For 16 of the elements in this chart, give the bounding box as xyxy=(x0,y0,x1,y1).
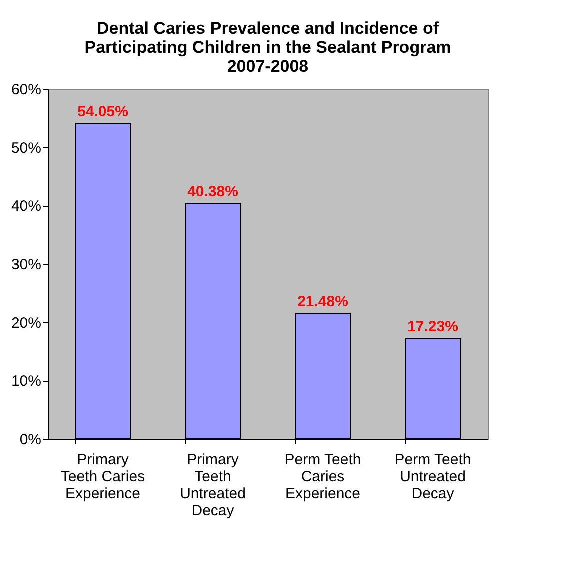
x-tick-label: Perm Teeth Untreated Decay xyxy=(394,452,472,502)
data-label: 54.05% xyxy=(78,104,128,121)
y-tick-label: 30% xyxy=(11,256,42,274)
x-tick-label: Primary Teeth Caries Experience xyxy=(60,452,146,502)
chart-title: Dental Caries Prevalence and Incidence of Participating Children in the Sealant Program 2007-2008 xyxy=(84,19,452,76)
y-tick-label: 60% xyxy=(11,82,42,98)
x-tick-label: Primary Teeth Untreated Decay xyxy=(180,452,246,520)
x-tick-label: Perm Teeth Caries Experience xyxy=(284,452,362,502)
y-tick-label: 40% xyxy=(11,198,42,216)
y-tick-label: 20% xyxy=(11,314,42,332)
y-tick-label: 50% xyxy=(11,140,42,157)
data-label: 40.38% xyxy=(188,183,238,200)
data-label: 17.23% xyxy=(408,318,458,336)
data-label: 21.48% xyxy=(298,294,348,311)
y-tick-label: 10% xyxy=(11,373,42,390)
y-tick-label: 0% xyxy=(20,432,42,448)
